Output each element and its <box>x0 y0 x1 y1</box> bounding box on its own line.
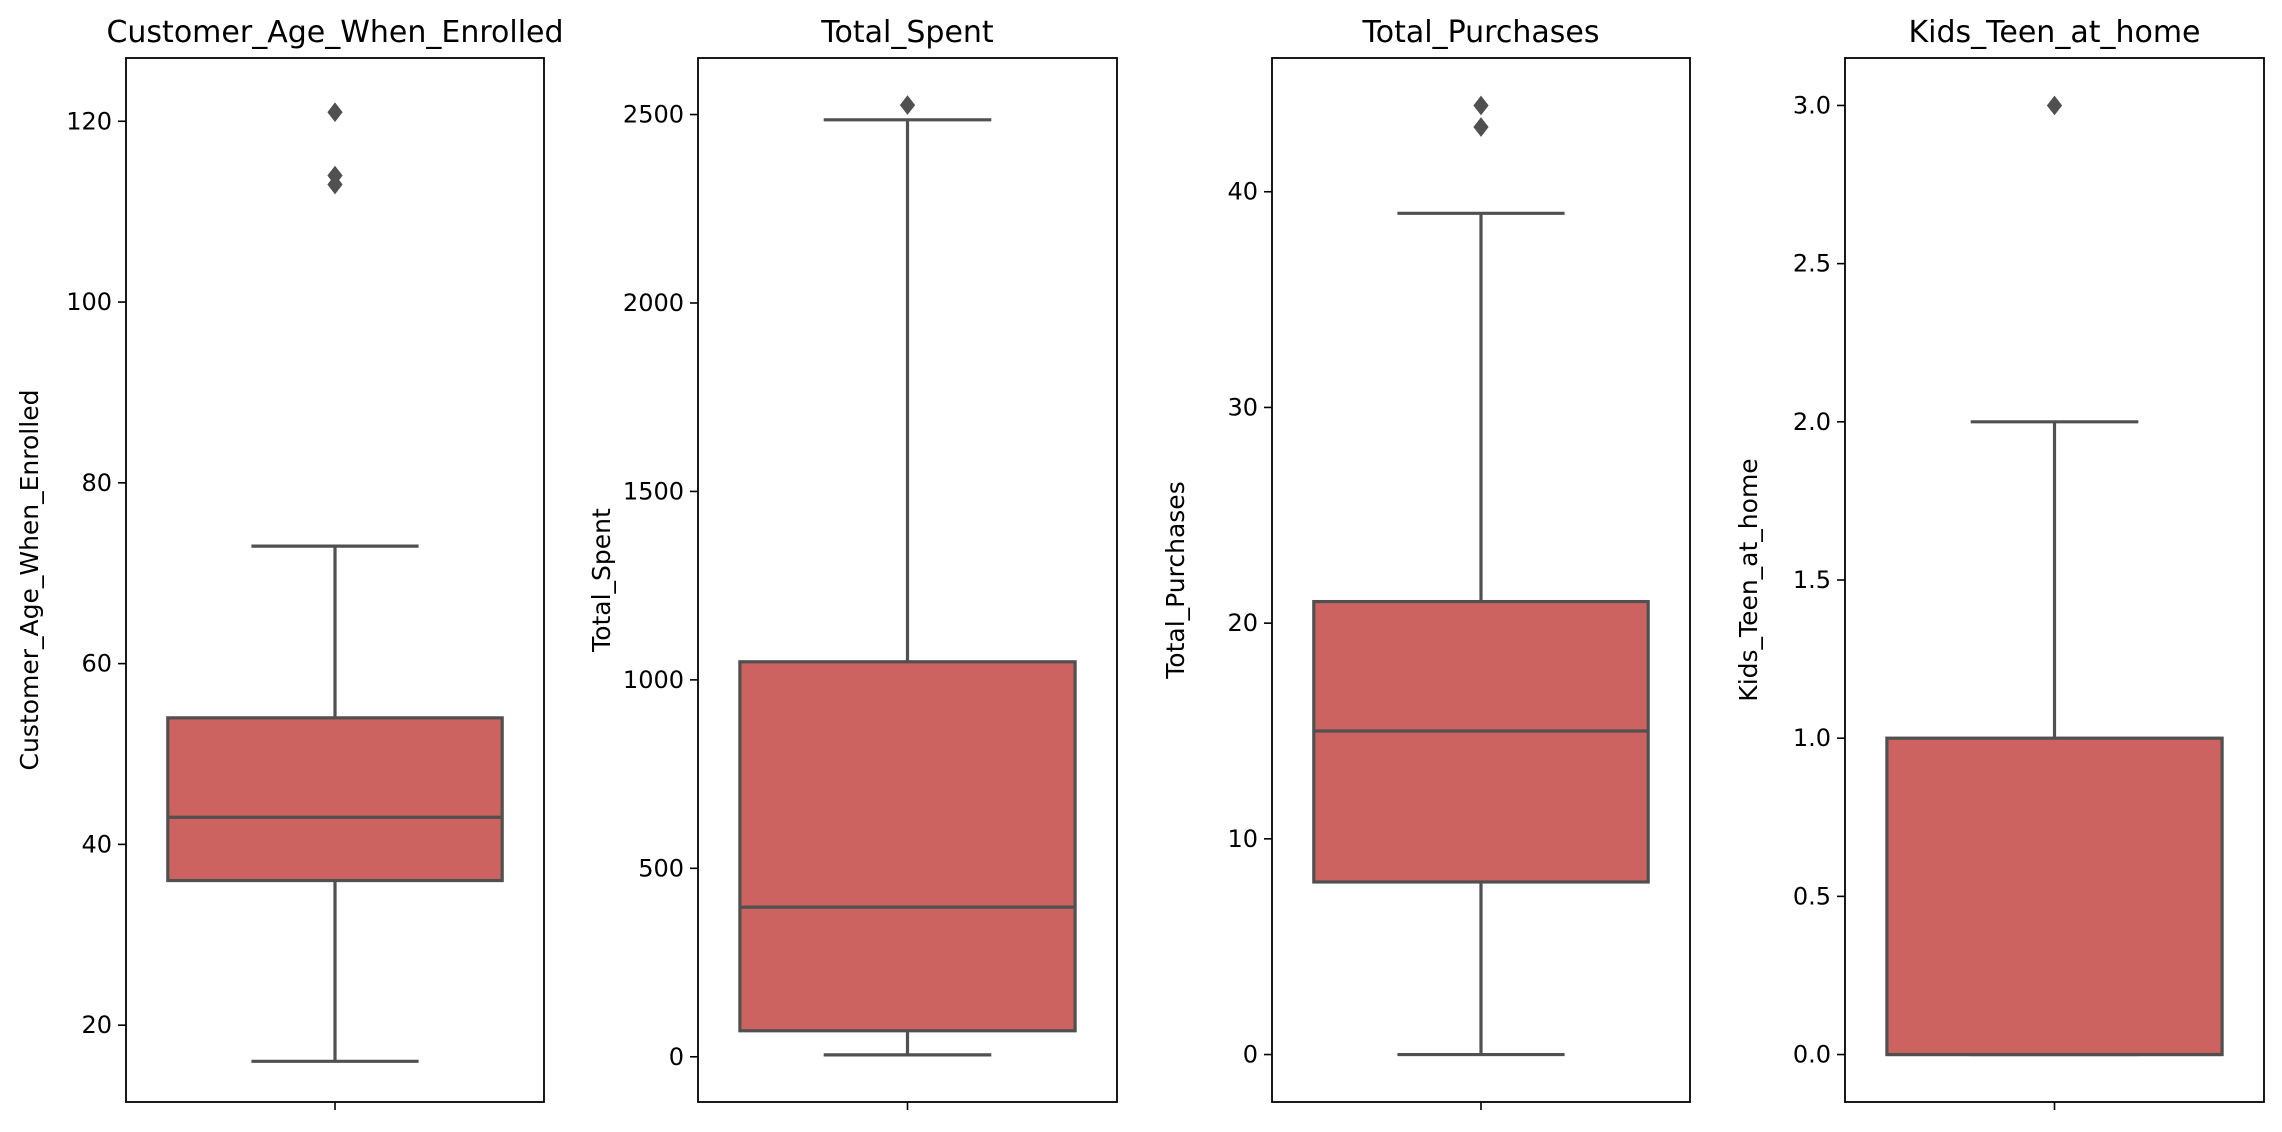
chart-title: Kids_Teen_at_home <box>1908 15 2200 50</box>
outlier-point <box>1473 95 1489 116</box>
y-tick-label: 2000 <box>623 289 684 317</box>
chart-panel-2: Total_Spent Total_Spent 0 500 1000 1500 2000 25… <box>587 15 1118 1110</box>
y-tick-label: 20 <box>1227 609 1258 637</box>
y-tick-label: 3.0 <box>1793 91 1831 119</box>
iqr-box <box>166 716 504 883</box>
y-tick-label: 1.0 <box>1793 724 1831 752</box>
y-tick-label: 500 <box>638 854 684 882</box>
y-tick-label: 100 <box>66 288 112 316</box>
y-tick-label: 1500 <box>623 477 684 505</box>
chart-title: Total_Purchases <box>1362 15 1600 50</box>
y-tick-label: 30 <box>1227 393 1258 421</box>
y-tick-label: 40 <box>1227 178 1258 206</box>
outlier-point <box>2046 95 2063 116</box>
chart-title: Total_Spent <box>820 15 994 50</box>
y-axis-label: Kids_Teen_at_home <box>1734 458 1763 701</box>
chart-title: Customer_Age_When_Enrolled <box>106 15 563 50</box>
y-tick-label: 0 <box>669 1043 684 1071</box>
y-tick-label: 2.0 <box>1793 408 1831 436</box>
chart-panel-1: Customer_Age_When_Enrolled Customer_Age_W… <box>15 15 564 1110</box>
y-tick-label: 1.5 <box>1793 566 1831 594</box>
chart-panel-3: Total_Purchases Total_Purchases 0 10 20 30 40 <box>1161 15 1691 1110</box>
y-tick-label: 0.5 <box>1793 882 1831 910</box>
y-axis-label: Customer_Age_When_Enrolled <box>15 390 44 771</box>
y-tick-label: 80 <box>81 469 112 497</box>
y-axis-label: Total_Purchases <box>1161 481 1190 679</box>
y-tick-label: 2.5 <box>1793 250 1831 278</box>
y-tick-label: 2500 <box>623 101 684 129</box>
iqr-box <box>1312 599 1650 884</box>
axes-frame <box>1271 57 1691 1103</box>
y-tick-label: 1000 <box>623 666 684 694</box>
iqr-box <box>738 660 1077 1033</box>
y-tick-label: 40 <box>81 830 112 858</box>
y-tick-label: 0 <box>1243 1041 1258 1069</box>
outlier-point <box>327 102 343 123</box>
outlier-point <box>327 165 343 186</box>
axes-frame <box>1844 57 2265 1103</box>
y-tick-label: 20 <box>81 1011 112 1039</box>
y-tick-label: 10 <box>1227 825 1258 853</box>
outlier-point <box>1473 117 1489 137</box>
y-tick-label: 120 <box>66 107 112 135</box>
y-tick-label: 0.0 <box>1793 1041 1831 1069</box>
outlier-point <box>899 95 916 115</box>
chart-panel-4: Kids_Teen_at_home Kids_Teen_at_home 0.0 0.5… <box>1734 15 2265 1110</box>
y-tick-label: 60 <box>81 650 112 678</box>
axes-frame <box>697 57 1118 1103</box>
y-axis-label: Total_Spent <box>587 508 616 653</box>
iqr-box <box>1885 736 2224 1057</box>
axes-frame <box>125 57 545 1103</box>
